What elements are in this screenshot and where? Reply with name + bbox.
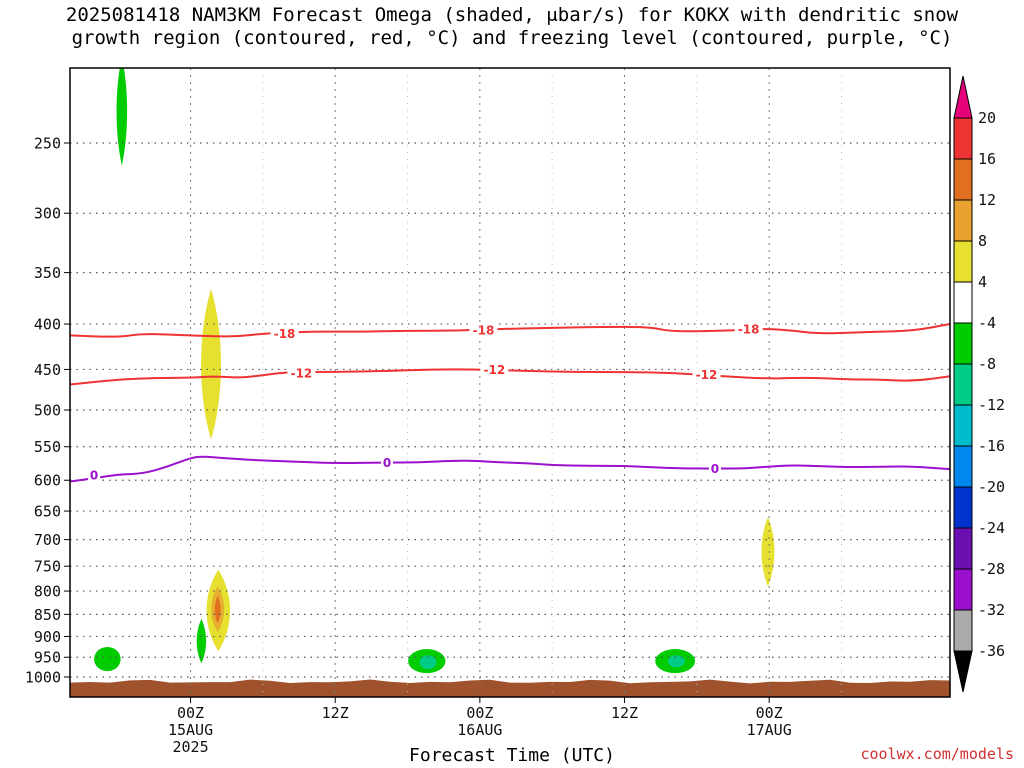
- contour-label: -18: [274, 327, 296, 341]
- y-tick-label: 1000: [25, 669, 61, 687]
- y-tick-label: 550: [34, 438, 61, 456]
- colorbar-level-label: 12: [978, 191, 996, 209]
- x-tick-label: 17AUG: [747, 721, 792, 739]
- contour-label-bg: [480, 362, 509, 377]
- x-tick-label: 12Z: [322, 704, 349, 722]
- chart-title-line-2: growth region (contoured, red, °C) and f…: [71, 27, 953, 49]
- colorbar-segment: [953, 609, 973, 652]
- y-tick-label: 950: [34, 649, 61, 667]
- contour-label: -18: [738, 322, 760, 336]
- colorbar-level-label: 8: [978, 232, 987, 250]
- colorbar-segment: [953, 404, 973, 447]
- contour-label-bg: [381, 455, 394, 470]
- contour-label: 0: [383, 456, 391, 470]
- colorbar-level-label: -28: [978, 560, 1005, 578]
- x-tick-label: 00Z: [756, 704, 783, 722]
- contour-label: -12: [291, 366, 313, 380]
- y-tick-label: 800: [34, 583, 61, 601]
- x-tick-label: 15AUG: [168, 721, 213, 739]
- omega-shading: [94, 68, 775, 674]
- terrain-surface: [70, 679, 950, 697]
- omega-shaded-area-5: [196, 618, 207, 664]
- contour-label-bg: [287, 365, 316, 380]
- contour-label: -12: [696, 368, 718, 382]
- source-watermark: coolwx.com/models: [860, 745, 1014, 763]
- y-tick-label: 600: [34, 472, 61, 490]
- x-tick-label: 16AUG: [457, 721, 502, 739]
- x-tick-label: 00Z: [466, 704, 493, 722]
- y-tick-label: 650: [34, 503, 61, 521]
- colorbar-segment: [953, 322, 973, 365]
- contour-label-bg: [469, 322, 498, 337]
- chart-title: 2025081418 NAM3KM Forecast Omega (shaded…: [0, 4, 1024, 50]
- contour-label-bg: [270, 326, 299, 341]
- omega-shaded-area-0: [116, 68, 128, 166]
- contour-lines: -18 -18 -18 -12 -12 -12 0 0 0: [70, 321, 950, 483]
- y-tick-label: 250: [34, 135, 61, 153]
- colorbar-segment: [953, 117, 973, 160]
- colorbar-segment: [953, 199, 973, 242]
- colorbar-level-label: 4: [978, 273, 987, 291]
- x-tick-label: 2025: [172, 738, 208, 756]
- terrain-fill: [70, 679, 950, 697]
- colorbar-segment: [953, 445, 973, 488]
- contour-label-bg: [88, 468, 101, 483]
- contour-label-bg: [708, 461, 721, 476]
- colorbar-level-label: 20: [978, 109, 996, 127]
- omega-shaded-area-4: [214, 595, 221, 624]
- colorbar-segment: [953, 568, 973, 611]
- y-tick-label: 700: [34, 531, 61, 549]
- contour-label: 0: [711, 462, 719, 476]
- y-tick-label: 300: [34, 205, 61, 223]
- omega-shaded-area-1: [201, 288, 222, 440]
- colorbar-level-label: 16: [978, 150, 996, 168]
- contour-label: -18: [473, 323, 495, 337]
- contour-line-2: [70, 455, 950, 483]
- x-tick-label: 00Z: [177, 704, 204, 722]
- colorbar-level-label: -20: [978, 478, 1005, 496]
- colorbar-segment: [953, 486, 973, 529]
- contour-line-0: [70, 323, 950, 338]
- x-tick-label: 12Z: [611, 704, 638, 722]
- colorbar-segment: [953, 281, 973, 324]
- contour-label-bg: [734, 321, 763, 336]
- omega-shaded-area-6: [94, 646, 121, 672]
- y-tick-label: 350: [34, 264, 61, 282]
- x-axis-title: Forecast Time (UTC): [409, 745, 615, 766]
- contour-label: 0: [90, 469, 98, 483]
- colorbar-segment: [953, 527, 973, 570]
- colorbar-bottom-arrow: [953, 650, 973, 693]
- y-tick-label: 500: [34, 402, 61, 420]
- colorbar-level-label: -36: [978, 642, 1005, 660]
- omega-shaded-area-11: [761, 516, 775, 587]
- colorbar-segment: [953, 240, 973, 283]
- y-tick-label: 450: [34, 361, 61, 379]
- colorbar-top-arrow: [953, 75, 973, 119]
- y-tick-label: 400: [34, 316, 61, 334]
- colorbar-segment: [953, 158, 973, 201]
- y-tick-label: 750: [34, 558, 61, 576]
- colorbar-segment: [953, 363, 973, 406]
- contour-label-bg: [692, 367, 721, 382]
- plot-frame: [69, 67, 951, 698]
- y-tick-label: 850: [34, 606, 61, 624]
- colorbar-level-label: -12: [978, 396, 1005, 414]
- colorbar-level-label: -32: [978, 601, 1005, 619]
- pressure-axis: 250 300 350 400 450 500 550 600 650 700 750 800 850 9…: [25, 135, 70, 687]
- omega-shaded-area-8: [419, 655, 437, 670]
- chart-title-line-1: 2025081418 NAM3KM Forecast Omega (shaded…: [65, 4, 959, 26]
- omega-colorbar: 20 16 12 8 4 -4 -8 -12 -16 -20 -24 -28 -32 -36: [953, 75, 1005, 693]
- colorbar-level-label: -16: [978, 437, 1005, 455]
- omega-shaded-area-10: [667, 655, 685, 668]
- contour-label: -12: [483, 363, 505, 377]
- colorbar-level-label: -24: [978, 519, 1005, 537]
- colorbar-level-label: -8: [978, 355, 996, 373]
- y-tick-label: 900: [34, 628, 61, 646]
- colorbar-level-label: -4: [978, 314, 996, 332]
